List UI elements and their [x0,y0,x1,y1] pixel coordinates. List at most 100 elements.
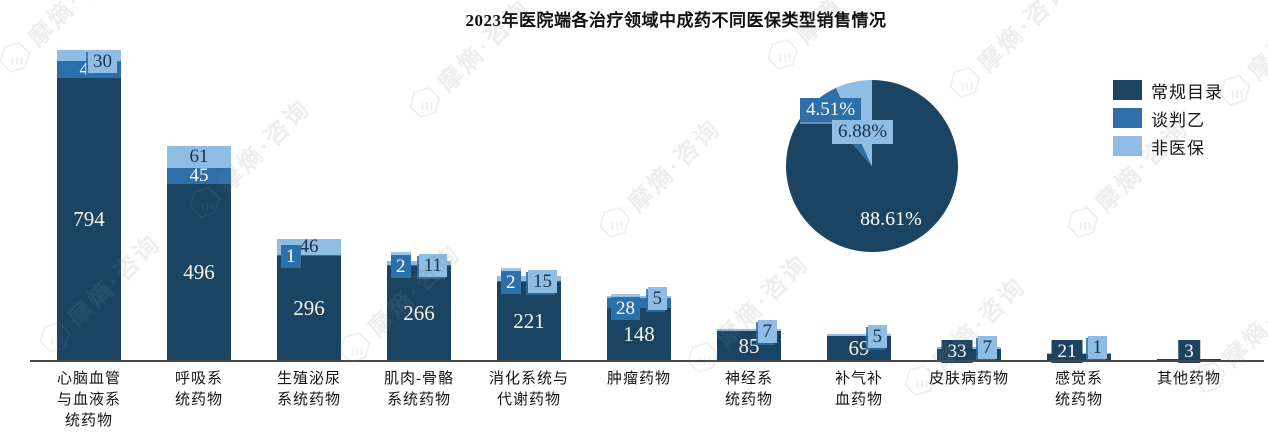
watermark-text: 摩熵·咨询 [24,0,127,53]
bar-segment-negotiated [277,255,341,256]
legend: 常规目录 谈判乙 非医保 [1113,80,1223,164]
bar-column: 69 5 [804,50,914,361]
value-label-regular: 33 [941,340,973,363]
bar-column: 7944730 [34,50,144,361]
x-axis-label-line: 其他药物 [1156,371,1221,387]
bar-segment-regular [387,266,451,361]
x-axis-label: 消化系统与 代谢药物 [474,369,584,432]
bar-segment-regular [497,282,561,361]
value-label-regular: 21 [1051,340,1083,363]
x-axis-label: 肌肉-骨骼系统药物 [364,369,474,432]
x-axis-label: 呼吸系 统药物 [144,369,254,432]
value-label-non-insured: 15 [528,270,557,293]
x-axis-label-line: 生殖泌尿 [276,371,341,387]
legend-swatch-non-insured [1113,136,1142,156]
legend-item-negotiated: 谈判乙 [1113,108,1223,130]
pie-slice-regular [785,80,958,252]
bar-column: 148 28 5 [584,50,694,361]
value-label-regular: 266 [403,301,435,325]
x-axis-label: 生殖泌尿 系统药物 [254,369,364,432]
pie-label-regular: 88.61% [860,208,922,230]
value-label-non-insured: 11 [418,254,447,277]
x-axis-labels: 心脑血管 与血液系 统药物 呼吸系 统药物 生殖泌尿 系统药物 肌肉-骨骼 系统药物 消化系统与代… [34,369,1244,432]
x-axis-label-line: 统药物 [724,392,773,408]
bar-segment-non-insured [167,146,231,168]
x-axis-label: 感觉系 统药物 [1024,369,1134,432]
bar-segment-negotiated [167,168,231,184]
bar-plot-area: 7944730496456129614626621122121514828585… [34,50,1244,363]
value-label-regular: 496 [183,260,215,284]
x-axis-label: 皮肤病药物 [914,369,1024,432]
bar-column: 296 1 46 [254,50,364,361]
x-axis-label-line: 神经系 [724,371,773,387]
value-label-negotiated: 2 [501,271,521,294]
value-label-non-insured: 5 [867,325,887,348]
x-axis-label-line: 代谢药物 [496,392,561,408]
x-axis-label-line: 血药物 [834,392,883,408]
x-axis-label: 其他药物 [1134,369,1244,432]
x-axis-label-line: 系统药物 [386,392,451,408]
value-label-regular: 794 [73,207,105,231]
legend-label-regular: 常规目录 [1151,82,1223,102]
x-axis-label-line: 呼吸系 [174,371,223,387]
value-label-non-insured: 30 [88,50,117,73]
x-axis-label-line: 皮肤病药物 [928,371,1009,387]
bar-segment-non-insured [827,334,891,336]
legend-item-non-insured: 非医保 [1113,136,1223,158]
value-label-non-insured: 5 [647,287,667,310]
bar-segment-non-insured [717,329,781,331]
x-axis-label-line: 消化系统与 [488,371,569,387]
x-axis-label-line: 统药物 [174,392,223,408]
stacked-bar [167,146,231,361]
value-label-negotiated: 2 [391,255,411,278]
legend-swatch-regular [1113,80,1142,100]
x-axis-label-line: 肌肉-骨骼 [384,371,454,387]
chart-title: 2023年医院端各治疗领域中成药不同医保类型销售情况 [465,11,887,30]
bar-column: 496 45 61 [144,50,254,361]
bar-column: 266 2 11 [364,50,474,361]
bar-column: 33 7 [914,50,1024,363]
value-label-negotiated: 45 [189,165,209,186]
legend-item-regular: 常规目录 [1113,80,1223,102]
watermark-logo-icon [0,41,30,73]
value-label-regular: 296 [293,296,325,320]
value-label-non-insured: 7 [977,336,997,359]
x-axis-label-line: 补气补 [834,371,883,387]
x-axis-label-line: 统药物 [64,413,113,429]
value-label-non-insured: 1 [1087,336,1107,359]
x-axis-label: 神经系 统药物 [694,369,804,432]
x-axis-label: 心脑血管与血液系统药物 [34,369,144,432]
bar-column: 21 1 [1024,50,1134,363]
bar-segment-regular [167,184,231,361]
x-axis-line [30,360,1264,362]
bar-column: 85 7 [694,50,804,361]
x-axis-label-line: 统药物 [1054,392,1103,408]
legend-swatch-negotiated [1113,108,1142,128]
value-label-non-insured: 46 [299,236,319,257]
x-axis-label-line: 感觉系 [1054,371,1103,387]
pie-chart: 4.51% 6.88% 88.61% [756,56,991,271]
x-axis-label: 肿瘤药物 [584,369,694,432]
x-axis-label-line: 肿瘤药物 [606,371,671,387]
value-label-regular: 85 [738,333,760,358]
x-axis-label-line: 心脑血管 [56,371,121,387]
value-label-regular: 148 [623,322,655,346]
legend-label-non-insured: 非医保 [1151,138,1205,158]
pie-label-non-insured: 6.88% [832,120,894,144]
value-label-negotiated: 28 [611,297,640,320]
x-axis-label-line: 系统药物 [276,392,341,408]
value-label-non-insured: 61 [189,146,209,167]
value-label-negotiated: 1 [281,245,301,268]
x-axis-label-line: 与血液系 [56,392,121,408]
bar-column: 221 2 15 [474,50,584,361]
value-label-non-insured: 7 [757,320,777,343]
value-label-regular: 3 [1178,340,1200,363]
value-label-regular: 69 [848,336,870,360]
stacked-bar [57,50,121,361]
bar-segment-regular [277,256,341,361]
legend-label-negotiated: 谈判乙 [1151,110,1205,130]
x-axis-label: 补气补 血药物 [804,369,914,432]
bar-segment-regular [57,78,121,361]
pie-label-negotiated: 4.51% [800,98,862,122]
